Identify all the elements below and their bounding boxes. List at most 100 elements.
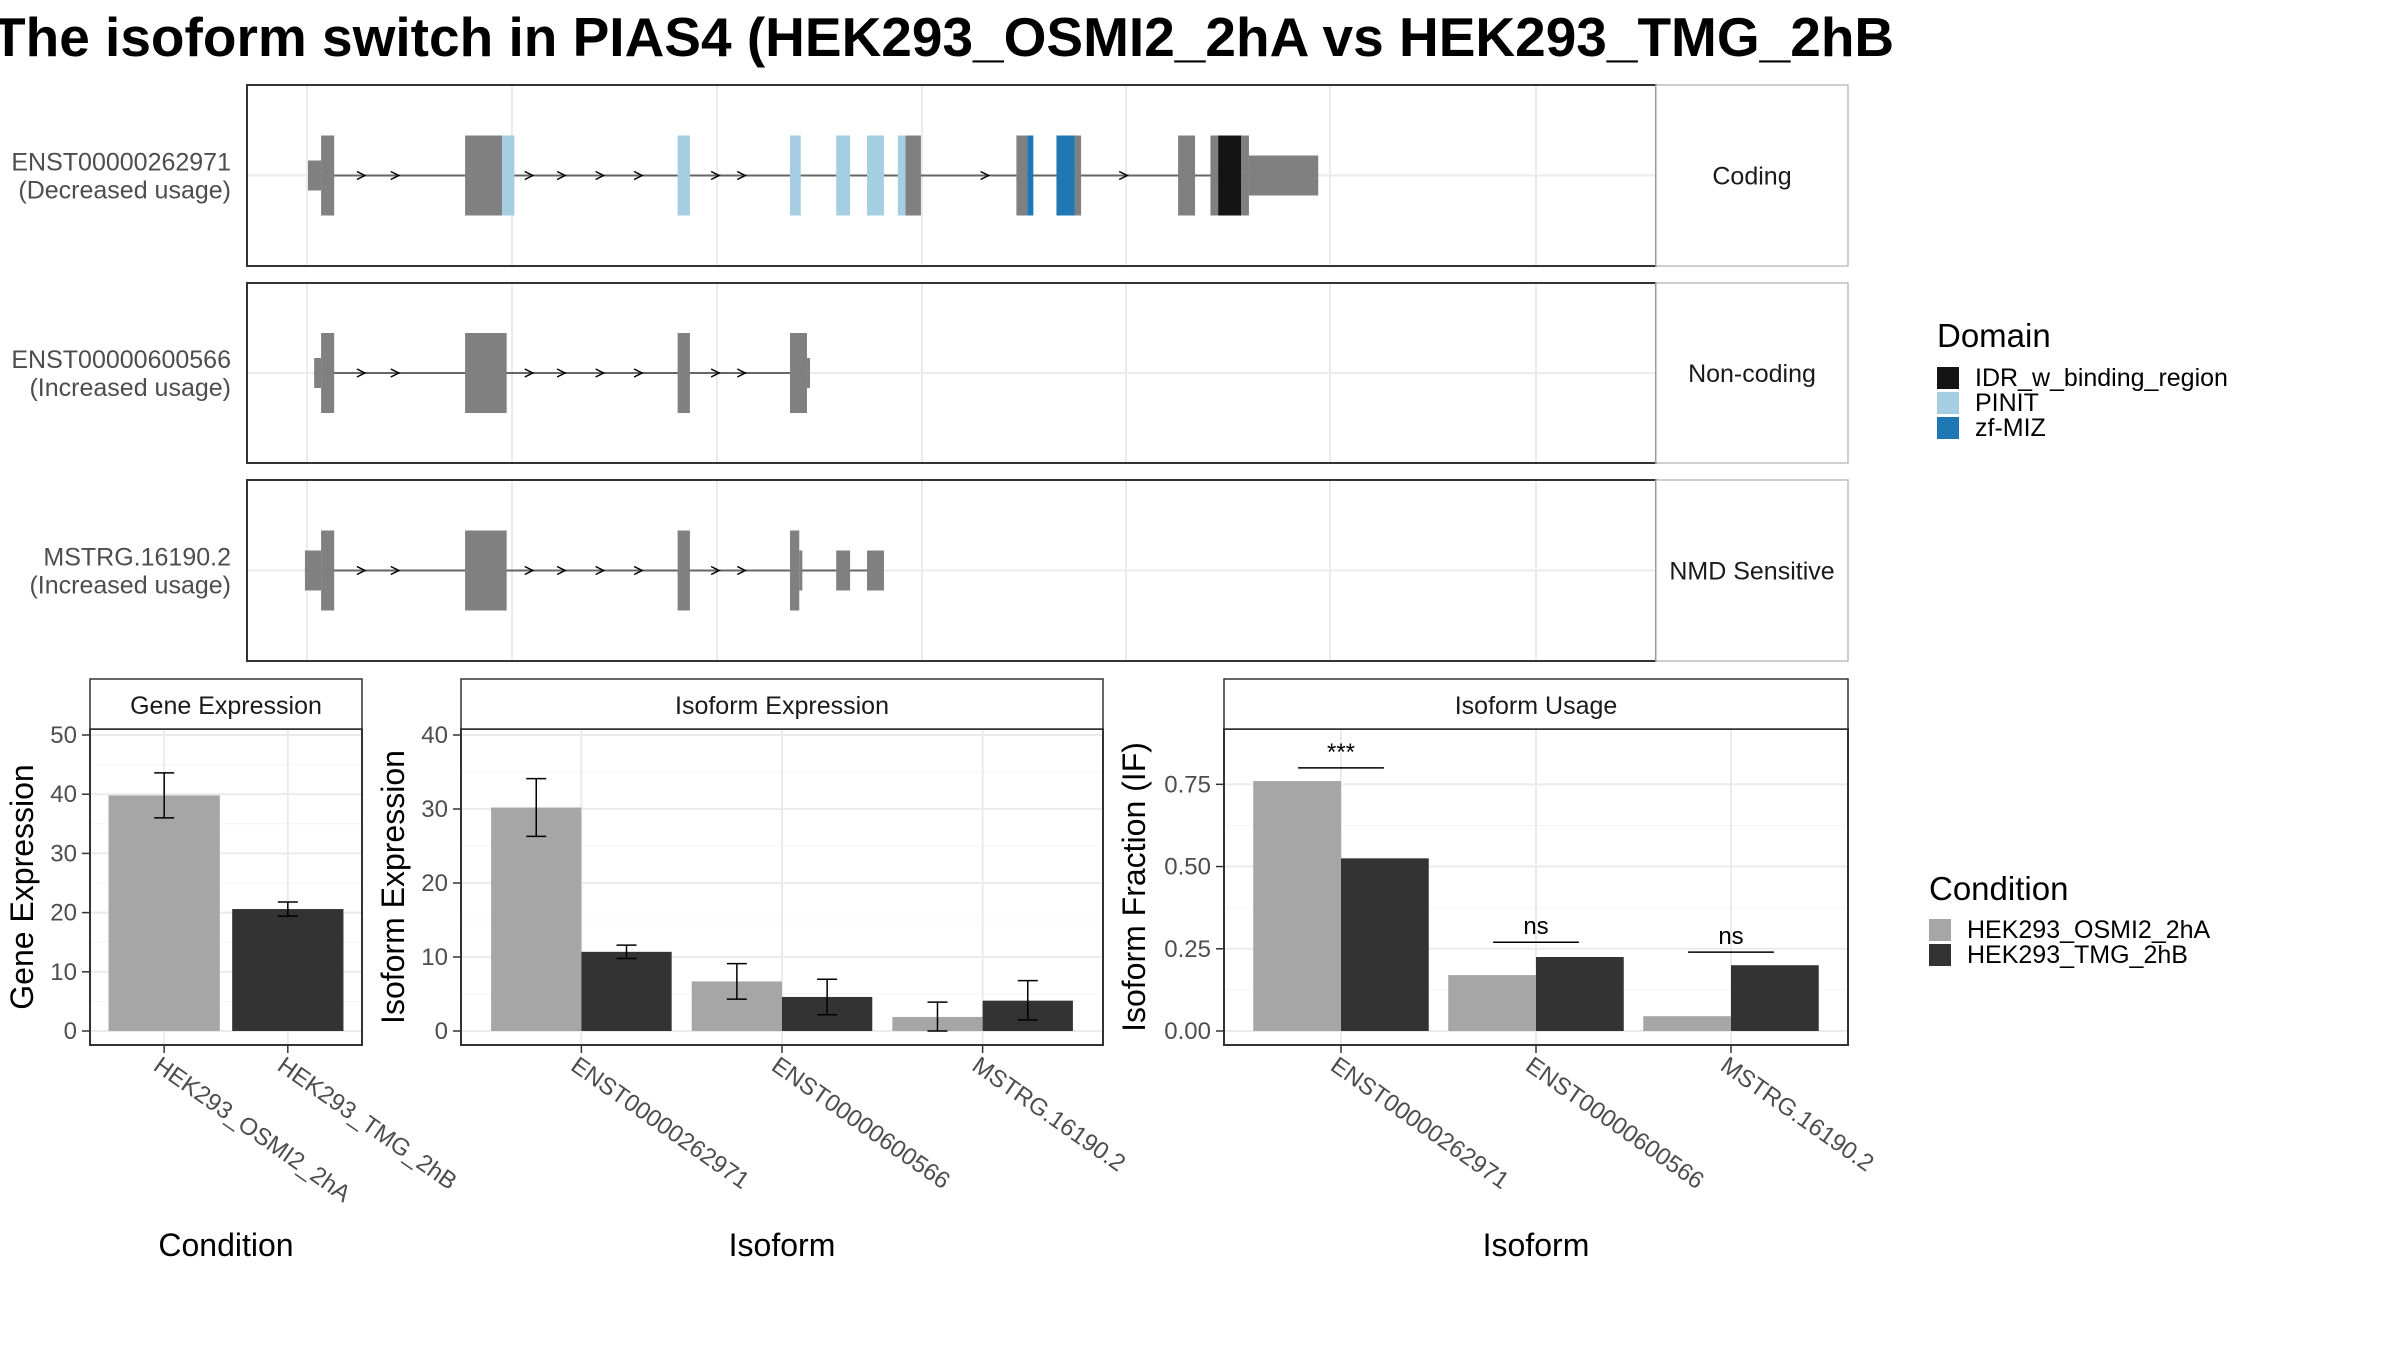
x-tick-label: ENST00000262971 xyxy=(566,1052,754,1195)
exon xyxy=(1210,135,1219,216)
legend-title: Domain xyxy=(1937,317,2051,354)
bar xyxy=(581,951,672,1031)
domain-exon xyxy=(1218,135,1242,216)
x-axis-title: Isoform xyxy=(1483,1227,1590,1263)
y-tick-label: 0.25 xyxy=(1164,936,1211,963)
facet-strip xyxy=(1223,678,1849,730)
exon xyxy=(905,135,921,216)
facet-strip xyxy=(89,678,363,730)
transcript-row: NMD Sensitive MSTRG.16190.2(Increased usa… xyxy=(29,479,1849,662)
exon xyxy=(304,550,322,591)
transcript-structure-panel: Coding ENST00000262971(Decreased usage) No… xyxy=(11,84,1849,662)
exon xyxy=(677,530,690,611)
x-tick-label: ENST00000600566 xyxy=(767,1052,955,1195)
legend-title: Condition xyxy=(1929,870,2068,907)
transcript-row: Coding ENST00000262971(Decreased usage) xyxy=(11,84,1849,267)
exon xyxy=(799,550,803,591)
transcript-id-label: ENST00000600566 xyxy=(11,346,231,374)
domain-exon xyxy=(1056,135,1075,216)
intron-arrow xyxy=(356,368,367,378)
intron-arrow xyxy=(556,368,567,378)
intron-arrow xyxy=(595,565,606,576)
transcript-category-label: Non-coding xyxy=(1688,360,1816,388)
panel-title: Isoform Usage xyxy=(1455,692,1618,720)
y-tick-label: 10 xyxy=(50,959,77,986)
exon xyxy=(1241,135,1249,216)
legend-swatch xyxy=(1929,944,1951,966)
bar xyxy=(1731,965,1819,1031)
bar xyxy=(232,909,344,1031)
exon xyxy=(1248,155,1319,196)
exon xyxy=(790,333,807,413)
facet-strip xyxy=(1655,282,1849,464)
bar-chart-panel: 0 10 20 30 40 50 Gene Expression HEK293_OSMI2_2… xyxy=(4,678,462,1263)
bar-chart-panel: 0 10 20 30 40 Isoform Expression ENST000002629… xyxy=(375,678,1130,1263)
domain-exon xyxy=(790,135,801,216)
y-tick-label: 20 xyxy=(50,900,77,927)
intron-arrow xyxy=(710,170,721,181)
exon xyxy=(677,333,690,413)
intron-arrow xyxy=(595,368,606,378)
legend-label: IDR_w_binding_region xyxy=(1975,364,2228,392)
intron-arrow xyxy=(1118,170,1129,181)
error-bar xyxy=(1017,979,1038,1021)
error-bar xyxy=(927,1001,948,1032)
error-bar xyxy=(616,944,637,960)
bar xyxy=(1341,858,1429,1031)
y-tick-label: 40 xyxy=(50,781,77,808)
exon xyxy=(308,160,322,191)
panel-title: Isoform Expression xyxy=(675,692,889,720)
legend-swatch xyxy=(1937,367,1959,389)
significance-label: ns xyxy=(1523,913,1548,940)
intron-arrow xyxy=(390,565,401,576)
intron-arrow xyxy=(390,170,401,181)
exon xyxy=(867,550,884,591)
transcript-row: Non-coding ENST00000600566(Increased usag… xyxy=(11,282,1849,464)
domain-exon xyxy=(502,135,515,216)
error-bar xyxy=(817,978,838,1016)
bar xyxy=(1253,781,1341,1031)
bar xyxy=(108,795,220,1031)
y-tick-label: 40 xyxy=(421,722,448,749)
facet-strip xyxy=(1655,479,1849,662)
expression-bar-panels: 0 10 20 30 40 50 Gene Expression HEK293_OSMI2_2… xyxy=(4,678,1879,1263)
exon xyxy=(465,135,503,216)
legend-swatch xyxy=(1929,919,1951,941)
y-axis-title: Isoform Fraction (IF) xyxy=(1116,742,1152,1032)
intron-arrow xyxy=(736,368,747,378)
intron-arrow xyxy=(556,170,567,181)
domain-exon xyxy=(897,135,906,216)
exon xyxy=(790,530,800,611)
exon xyxy=(806,358,811,388)
y-tick-label: 0 xyxy=(64,1018,77,1045)
bar xyxy=(1448,975,1536,1031)
facet-strip xyxy=(1655,84,1849,267)
exon xyxy=(321,530,335,611)
significance-label: ns xyxy=(1718,923,1743,950)
x-tick-label: MSTRG.16190.2 xyxy=(1716,1052,1879,1177)
domain-exon xyxy=(677,135,690,216)
intron-arrow xyxy=(356,565,367,576)
y-tick-label: 0.50 xyxy=(1164,854,1211,881)
domain-exon xyxy=(867,135,884,216)
panel-title: Gene Expression xyxy=(130,692,322,720)
error-bar xyxy=(154,772,175,819)
intron-arrow xyxy=(633,565,644,576)
error-bar xyxy=(526,777,547,838)
x-tick-label: ENST00000600566 xyxy=(1521,1052,1709,1195)
intron-arrow xyxy=(595,170,606,181)
intron-arrow xyxy=(524,368,535,378)
exon xyxy=(321,333,335,413)
intron-arrow xyxy=(736,170,747,181)
figure-title: The isoform switch in PIAS4 (HEK293_OSMI… xyxy=(0,6,1894,68)
intron-arrow xyxy=(633,368,644,378)
y-tick-label: 0.00 xyxy=(1164,1018,1211,1045)
x-tick-label: HEK293_OSMI2_2hA xyxy=(149,1052,356,1208)
y-tick-label: 0.75 xyxy=(1164,771,1211,798)
y-axis-title: Gene Expression xyxy=(4,764,40,1009)
legend-label: PINIT xyxy=(1975,389,2039,417)
x-tick-label: ENST00000262971 xyxy=(1326,1052,1514,1195)
